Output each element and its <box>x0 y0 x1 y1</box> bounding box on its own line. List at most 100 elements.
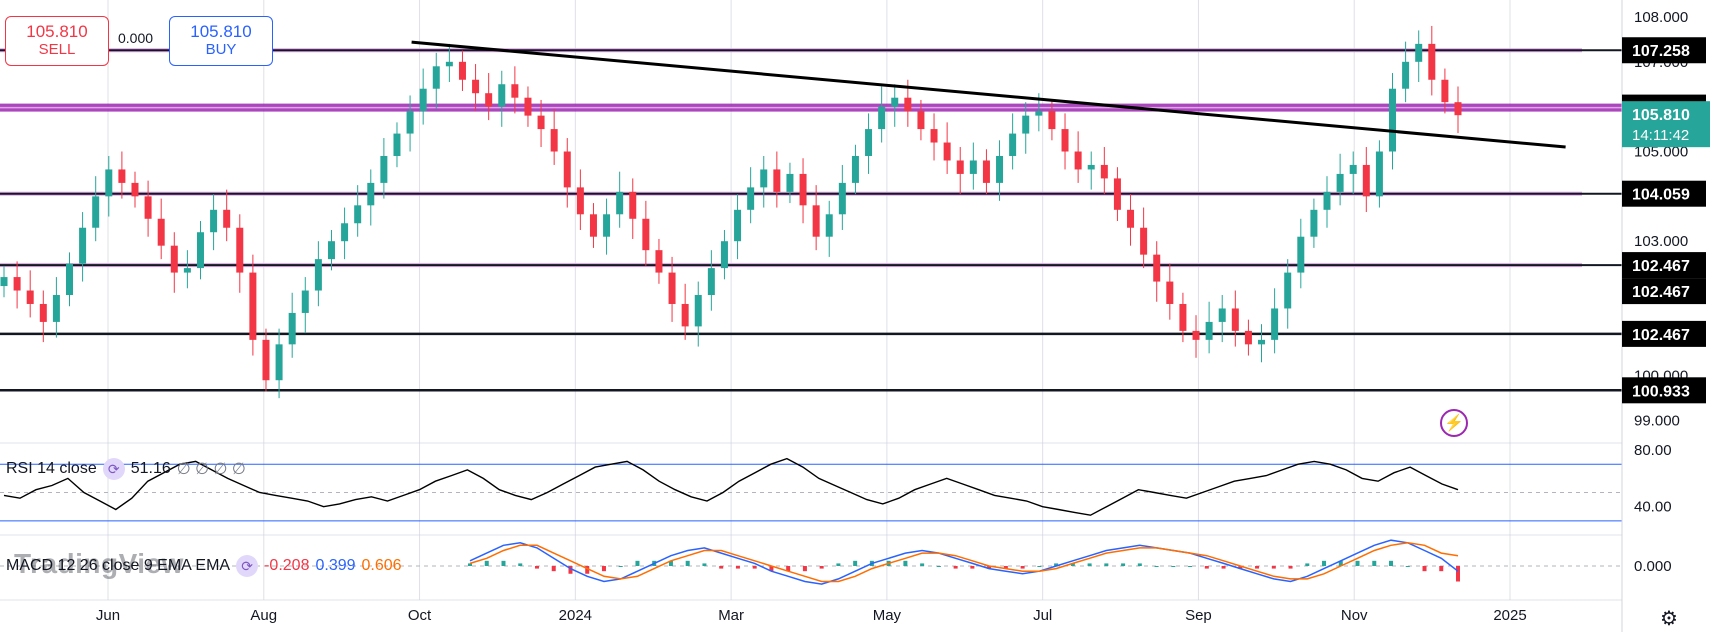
macd-hist-bar <box>752 566 757 569</box>
sell-price: 105.810 <box>26 22 88 41</box>
macd-y-tick: 0.000 <box>1634 558 1672 575</box>
candle-body <box>1336 173 1344 192</box>
macd-hist-bar <box>1439 566 1444 572</box>
candle-body <box>1244 330 1252 345</box>
candle-body <box>1218 308 1226 322</box>
macd-pane[interactable] <box>0 539 1622 585</box>
rsi-value: 51.16 <box>130 460 171 477</box>
candle-body <box>1454 102 1462 116</box>
candle-body <box>1140 227 1148 255</box>
rsi-y-tick: 40.00 <box>1634 499 1672 516</box>
candle-body <box>1061 129 1069 152</box>
candle-body <box>301 290 309 313</box>
candle-body <box>655 250 663 273</box>
macd-value-signal: 0.606 <box>361 557 402 574</box>
candle-body <box>956 160 964 174</box>
macd-legend[interactable]: MACD 12 26 close 9 EMA EMA ⟳ -0.208 0.39… <box>6 555 402 577</box>
gear-icon[interactable]: ⚙ <box>1660 608 1678 630</box>
macd-hist-bar <box>970 566 975 569</box>
candle-body <box>773 169 781 192</box>
macd-hist-bar <box>1137 563 1142 566</box>
candle-body <box>1402 61 1410 89</box>
macd-line <box>469 539 1459 585</box>
candle-body <box>485 93 493 107</box>
rsi-settings-icon[interactable]: ⟳ <box>102 458 125 480</box>
macd-hist-bar <box>551 566 556 572</box>
macd-settings-icon[interactable]: ⟳ <box>236 555 259 577</box>
candle-body <box>943 142 951 161</box>
macd-hist-bar <box>1154 566 1159 567</box>
candle-body <box>1310 209 1318 237</box>
candle-body <box>1441 79 1449 103</box>
candle-body <box>196 232 204 269</box>
candle-body <box>838 182 846 215</box>
macd-hist-bar <box>719 566 724 569</box>
macd-hist-bar <box>853 560 858 566</box>
candle-body <box>825 214 833 237</box>
candle-body <box>1284 272 1292 309</box>
rsi-pane[interactable] <box>0 457 1622 522</box>
macd-hist-bar <box>518 563 523 566</box>
candle-body <box>734 209 742 242</box>
candle-body <box>406 111 414 134</box>
candle-body <box>1035 111 1043 116</box>
candle-body <box>1113 178 1121 210</box>
macd-hist-bar <box>702 563 707 566</box>
candle-body <box>851 155 859 183</box>
rsi-legend[interactable]: RSI 14 close ⟳ 51.16 ∅ ∅ ∅ ∅ <box>6 458 246 480</box>
macd-hist-bar <box>1070 563 1075 566</box>
candle-body <box>1100 164 1108 179</box>
level-price-label: 102.467 <box>1632 258 1690 275</box>
rsi-y-tick: 80.00 <box>1634 442 1672 459</box>
x-tick-label: 2025 <box>1493 607 1526 624</box>
lightning-icon[interactable]: ⚡ <box>1440 409 1468 437</box>
macd-hist-bar <box>534 566 539 569</box>
macd-hist-bar <box>668 560 673 566</box>
macd-hist-bar <box>1104 563 1109 566</box>
x-tick-label: Sep <box>1185 607 1212 624</box>
candle-body <box>589 214 597 237</box>
candle-body <box>760 169 768 188</box>
macd-value-hist: -0.208 <box>264 557 310 574</box>
candle-body <box>1415 43 1423 62</box>
macd-hist-bar <box>987 566 992 569</box>
candle-body <box>1074 151 1082 170</box>
macd-hist-bar <box>936 566 941 567</box>
candle-body <box>432 66 440 89</box>
candle-body <box>393 133 401 156</box>
candle-body <box>1166 281 1174 304</box>
y-tick-label: 108.000 <box>1634 9 1688 26</box>
buy-button[interactable]: 105.810 BUY <box>169 16 273 66</box>
candle-body <box>786 173 794 192</box>
macd-hist-bar <box>1171 566 1176 567</box>
macd-hist-bar <box>1020 566 1025 569</box>
level-price-tag <box>1622 37 1706 64</box>
candle-body <box>996 155 1004 183</box>
macd-hist-bar <box>953 566 958 569</box>
macd-hist-bar <box>468 563 472 566</box>
macd-hist-bar <box>769 566 774 572</box>
sell-button[interactable]: 105.810 SELL <box>5 16 109 66</box>
candle-body <box>498 84 506 107</box>
candle-body <box>681 303 689 327</box>
candle-body <box>629 191 637 219</box>
macd-hist-bar <box>920 563 925 566</box>
macd-hist-bar <box>1338 560 1343 566</box>
macd-hist-bar <box>735 566 740 569</box>
candle-body <box>1362 164 1370 197</box>
x-tick-label: Aug <box>250 607 277 624</box>
candle-body <box>236 227 244 273</box>
macd-hist-bar <box>1288 566 1293 569</box>
time-axis[interactable]: Jun Aug Oct 2024 Mar May Jul Sep Nov 2025 <box>96 607 1527 624</box>
candle-body <box>1349 164 1357 174</box>
macd-title: MACD 12 26 close 9 EMA EMA <box>6 557 231 574</box>
candle-body <box>707 268 715 296</box>
candle-body <box>380 155 388 183</box>
price-axis[interactable]: 108.000107.000105.000103.000100.00099.00… <box>1621 0 1710 632</box>
price-pane[interactable] <box>0 25 1622 399</box>
macd-hist-bar <box>1422 566 1427 572</box>
candle-body <box>1231 308 1239 331</box>
candle-body <box>799 173 807 206</box>
candle-body <box>79 227 87 264</box>
